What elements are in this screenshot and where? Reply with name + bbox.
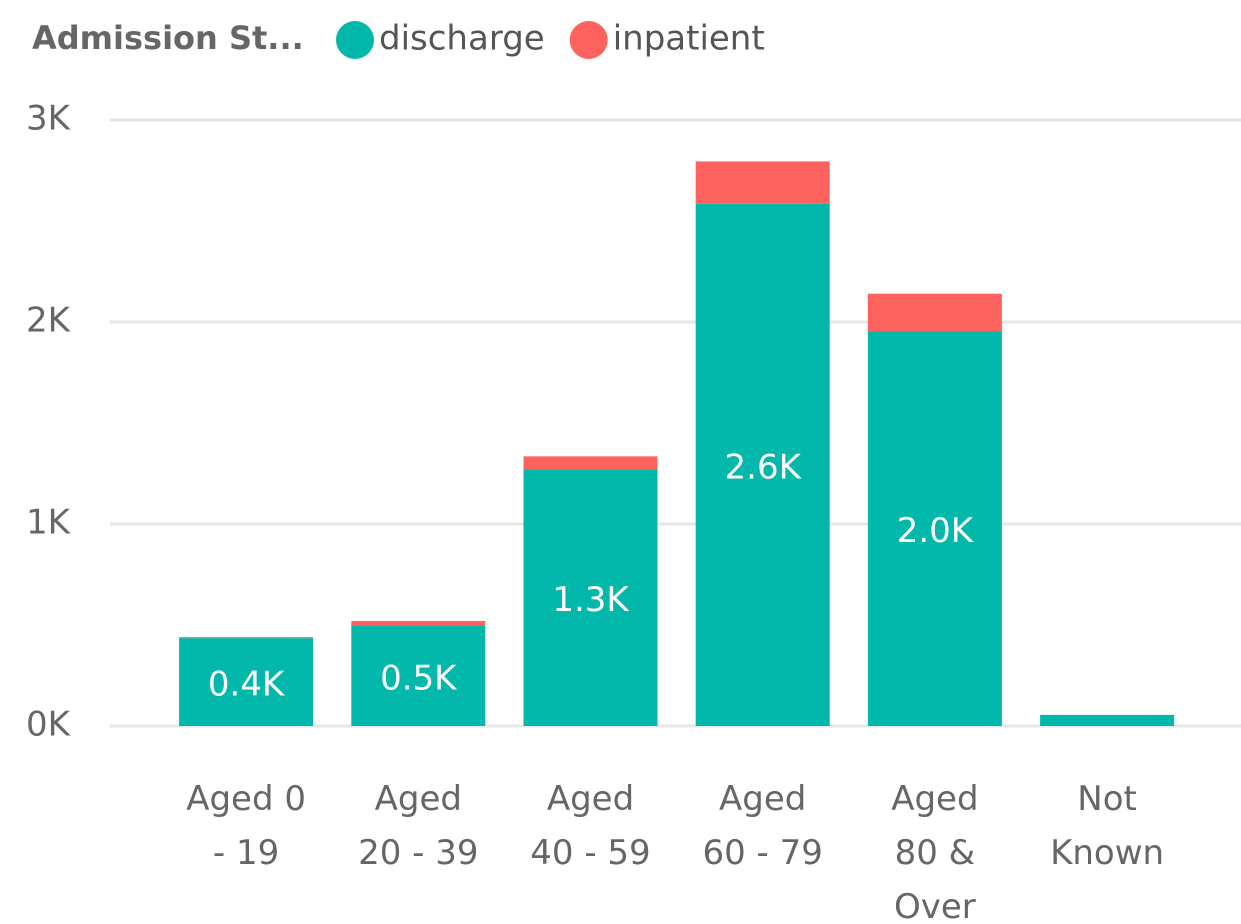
y-tick-label: 0K xyxy=(26,705,72,745)
bar-segment xyxy=(695,161,830,204)
bar-segment xyxy=(1040,714,1175,726)
bar-segment xyxy=(867,293,1002,332)
bar-segment xyxy=(179,638,314,726)
bar-segment xyxy=(867,331,1002,726)
data-label: 2.0K xyxy=(897,511,975,551)
bar-segment xyxy=(695,203,830,726)
x-tick-label: Aged 80 & Over xyxy=(891,779,979,924)
y-tick-label: 1K xyxy=(26,503,72,543)
x-tick-label: Aged 0 - 19 xyxy=(186,779,306,873)
x-tick-label: Aged 20 - 39 xyxy=(358,779,479,873)
x-tick-label: Aged 40 - 59 xyxy=(530,779,651,873)
data-label: 0.4K xyxy=(208,665,286,705)
legend-title: Admission St... xyxy=(32,19,304,57)
y-tick-label: 2K xyxy=(26,301,72,341)
bar-segment xyxy=(179,637,314,639)
legend-label: discharge xyxy=(379,19,545,59)
x-tick-label: Not Known xyxy=(1050,779,1165,873)
bar-segment xyxy=(523,456,658,470)
y-tick-label: 3K xyxy=(26,99,72,139)
data-label: 1.3K xyxy=(552,580,630,620)
bar-segment xyxy=(523,469,658,726)
x-tick-label: Aged 60 - 79 xyxy=(702,779,823,873)
bar-segment xyxy=(351,620,486,627)
bar-segment xyxy=(351,626,486,726)
data-label: 0.5K xyxy=(380,659,458,699)
legend-marker xyxy=(569,21,608,59)
legend-label: inpatient xyxy=(613,19,765,59)
legend-marker xyxy=(336,21,374,59)
data-label: 2.6K xyxy=(725,447,803,487)
